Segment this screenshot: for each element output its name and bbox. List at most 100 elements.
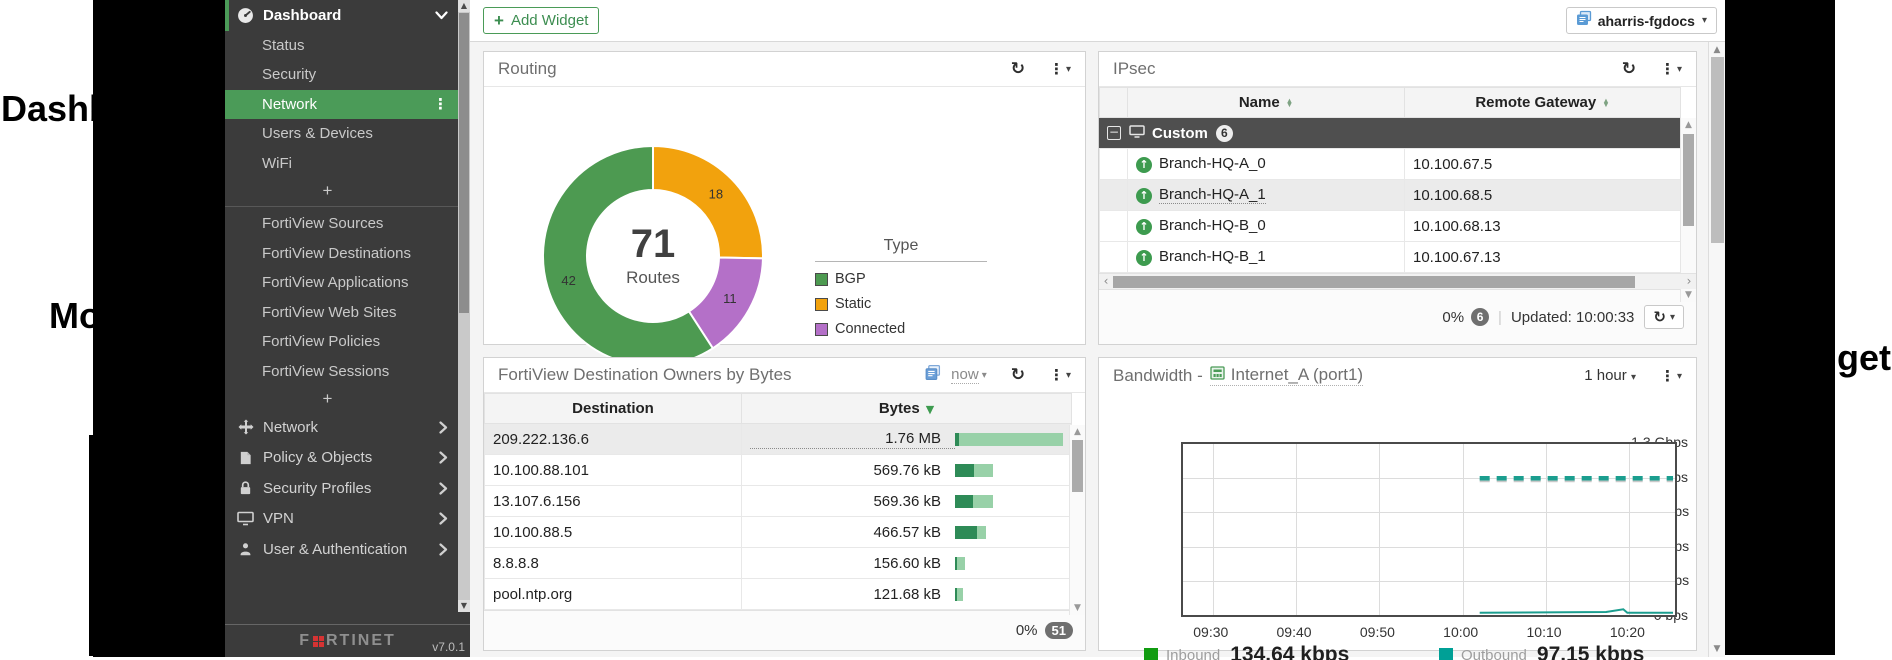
account-dropdown[interactable]: aharris-fgdocs ▾ [1566,7,1717,34]
legend-item-connected[interactable]: Connected [815,321,987,337]
ipsec-hscrollbar[interactable]: ‹ › [1099,273,1696,289]
fortiview-col-bytes[interactable]: Bytes▼ [742,394,1072,424]
plus-icon: + [494,11,504,31]
destination-cell[interactable]: 10.100.88.5 [485,517,742,548]
sidebar-item-policy-objects[interactable]: Policy & Objects [225,443,458,474]
legend-label: Static [835,296,871,312]
ipsec-tunnel-row[interactable]: ↑Branch-HQ-A_110.100.68.5 [1100,180,1681,211]
sidebar-scroll-up-icon[interactable]: ▲ [458,0,470,12]
bytes-cell[interactable]: 1.76 MB [742,424,1072,455]
sidebar-item-network[interactable]: Network⋮ [225,90,458,120]
sidebar-item-fortiview-destinations[interactable]: FortiView Destinations [225,239,458,269]
sidebar-item-dashboard[interactable]: Dashboard [225,0,458,31]
tunnel-name-cell[interactable]: ↑Branch-HQ-A_1 [1128,180,1405,211]
legend-item-static[interactable]: Static [815,296,987,312]
scroll-down-icon[interactable]: ▼ [1681,290,1696,300]
ipsec-tunnel-row[interactable]: ↑Branch-HQ-A_010.100.67.5 [1100,149,1681,180]
bytes-cell[interactable]: 466.57 kB [742,517,1072,548]
tunnel-name-cell[interactable]: ↑Branch-HQ-B_1 [1128,242,1405,273]
scrollbar-thumb[interactable] [1072,440,1083,492]
tunnel-name-cell[interactable]: ↑Branch-HQ-B_0 [1128,211,1405,242]
destination-cell[interactable]: 209.222.136.6 [485,424,742,455]
bandwidth-period-selector[interactable]: 1 hour ▾ [1584,367,1636,384]
fortiview-col-destination[interactable]: Destination [485,394,742,424]
sidebar-item-network[interactable]: Network [225,412,458,443]
sidebar-item-fortiview-sources[interactable]: FortiView Sources [225,209,458,239]
sidebar-item-security[interactable]: Security [225,60,458,90]
item-menu-icon[interactable]: ⋮ [433,95,448,113]
sidebar-scrollbar-thumb[interactable] [459,13,469,313]
ipsec-tunnel-row[interactable]: ↑Branch-HQ-B_110.100.67.13 [1100,242,1681,273]
scroll-up-icon[interactable]: ▲ [1681,120,1696,130]
add-widget-button[interactable]: + Add Widget [483,7,599,34]
sidebar-scroll-down-icon[interactable]: ▼ [458,600,470,612]
tunnel-name: Branch-HQ-B_1 [1159,248,1266,265]
chevron-down-icon: ▾ [982,370,987,381]
hscrollbar-thumb[interactable] [1113,276,1635,288]
collapse-icon[interactable]: − [1107,126,1121,140]
widget-menu-icon[interactable]: ⋮▾ [1660,61,1682,77]
fortiview-row[interactable]: pool.ntp.org121.68 kB [485,579,1072,610]
tunnel-gateway-cell[interactable]: 10.100.67.13 [1405,242,1681,273]
refresh-icon[interactable]: ↻ [1011,59,1025,79]
fabric-pages-icon[interactable] [924,364,941,386]
donut-slice-static[interactable] [653,146,763,258]
sidebar-item--[interactable]: + [225,178,458,204]
tunnel-gateway-cell[interactable]: 10.100.68.13 [1405,211,1681,242]
sidebar-item-security-profiles[interactable]: Security Profiles [225,473,458,504]
ipsec-tunnel-row[interactable]: ↑Branch-HQ-B_010.100.68.13 [1100,211,1681,242]
sidebar-item-fortiview-policies[interactable]: FortiView Policies [225,327,458,357]
scroll-left-icon[interactable]: ‹ [1099,274,1113,290]
scroll-up-icon[interactable]: ▲ [1070,427,1085,437]
tunnel-gateway-cell[interactable]: 10.100.68.5 [1405,180,1681,211]
sidebar-scrollbar[interactable]: ▲ ▼ [458,0,470,612]
legend-item-bgp[interactable]: BGP [815,271,987,287]
widget-menu-icon[interactable]: ⋮▾ [1660,368,1682,384]
sidebar-item-wifi[interactable]: WiFi [225,149,458,179]
fortiview-row[interactable]: 10.100.88.101569.76 kB [485,455,1072,486]
legend-outbound[interactable]: Outbound97.15 kbps [1439,643,1644,660]
bytes-cell[interactable]: 569.36 kB [742,486,1072,517]
sidebar-item-users-devices[interactable]: Users & Devices [225,119,458,149]
sidebar-divider [225,206,458,207]
sidebar-item-fortiview-applications[interactable]: FortiView Applications [225,268,458,298]
ipsec-refresh-button[interactable]: ↻▾ [1644,305,1684,329]
fortiview-row[interactable]: 209.222.136.61.76 MB [485,424,1072,455]
page-scrollbar[interactable]: ▲ ▼ [1708,42,1725,657]
bytes-cell[interactable]: 156.60 kB [742,548,1072,579]
page-scroll-down-icon[interactable]: ▼ [1709,644,1725,654]
destination-cell[interactable]: 10.100.88.101 [485,455,742,486]
sidebar-item--[interactable]: + [225,386,458,412]
page-scrollbar-thumb[interactable] [1711,57,1724,243]
bytes-cell[interactable]: 569.76 kB [742,455,1072,486]
time-range-selector[interactable]: now [951,366,979,384]
fortiview-table-scrollbar[interactable]: ▲ ▼ [1069,425,1085,615]
bytes-cell[interactable]: 121.68 kB [742,579,1072,610]
page-scroll-up-icon[interactable]: ▲ [1709,45,1725,55]
tunnel-name-cell[interactable]: ↑Branch-HQ-A_0 [1128,149,1405,180]
sidebar-item-vpn[interactable]: VPN [225,504,458,535]
bandwidth-interface-selector[interactable]: Internet_A (port1) [1210,365,1363,386]
fortiview-row[interactable]: 8.8.8.8156.60 kB [485,548,1072,579]
tunnel-gateway-cell[interactable]: 10.100.67.5 [1405,149,1681,180]
scrollbar-thumb[interactable] [1683,134,1694,226]
sidebar-item-user-authentication[interactable]: User & Authentication [225,534,458,565]
ipsec-col-name[interactable]: Name▲▼ [1128,88,1405,118]
scroll-down-icon[interactable]: ▼ [1070,603,1085,613]
sidebar-item-status[interactable]: Status [225,31,458,61]
fortiview-row[interactable]: 10.100.88.5466.57 kB [485,517,1072,548]
widget-menu-icon[interactable]: ⋮▾ [1049,61,1071,77]
legend-inbound[interactable]: Inbound134.64 kbps [1144,643,1349,660]
refresh-icon[interactable]: ↻ [1622,59,1636,79]
sidebar-item-fortiview-sessions[interactable]: FortiView Sessions [225,357,458,387]
ipsec-group-row[interactable]: − Custom 6 [1099,118,1680,148]
fortiview-row[interactable]: 13.107.6.156569.36 kB [485,486,1072,517]
refresh-icon[interactable]: ↻ [1011,365,1025,385]
destination-cell[interactable]: pool.ntp.org [485,579,742,610]
scroll-right-icon[interactable]: › [1682,274,1696,290]
destination-cell[interactable]: 8.8.8.8 [485,548,742,579]
widget-menu-icon[interactable]: ⋮▾ [1049,367,1071,383]
destination-cell[interactable]: 13.107.6.156 [485,486,742,517]
sidebar-item-fortiview-web-sites[interactable]: FortiView Web Sites [225,298,458,328]
ipsec-col-gateway[interactable]: Remote Gateway▲▼ [1405,88,1681,118]
